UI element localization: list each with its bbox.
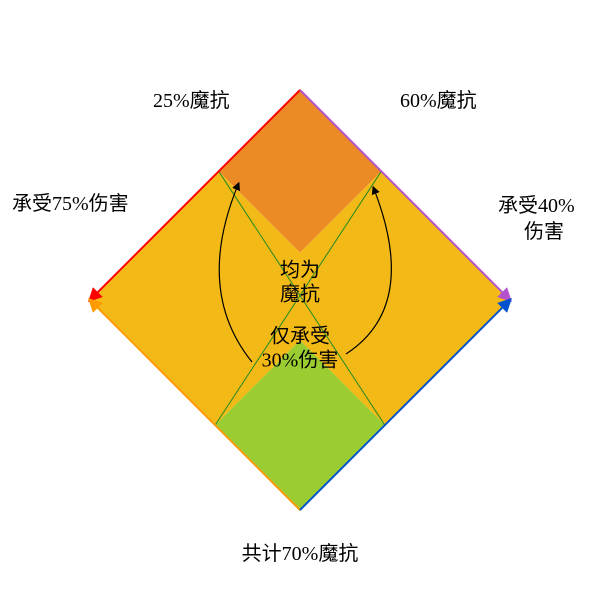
labels.center_bot_l1: 仅承受 xyxy=(270,324,330,347)
labels.left_line1: 承受75%伤害 xyxy=(12,192,129,215)
labels.bottom: 共计70%魔抗 xyxy=(242,542,359,565)
labels.center_bot_l2: 30%伤害 xyxy=(262,348,339,371)
labels.right_line1: 承受40% xyxy=(498,194,575,217)
labels.top_left: 25%魔抗 xyxy=(153,89,230,112)
labels.center_top_l2: 魔抗 xyxy=(280,283,320,306)
labels.right_line2: 伤害 xyxy=(524,220,564,243)
labels.top_right: 60%魔抗 xyxy=(400,89,477,112)
labels.center_top_l1: 均为 xyxy=(280,259,320,282)
